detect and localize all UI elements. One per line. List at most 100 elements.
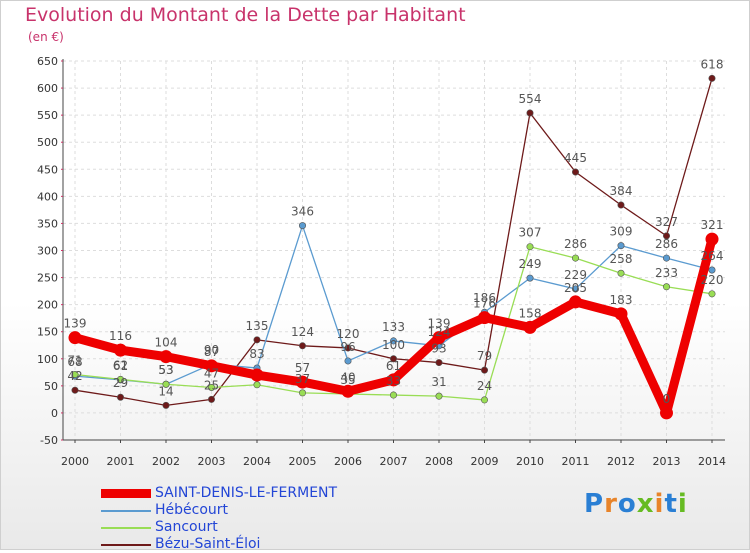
line-chart: -500501001502002503003504004505005506006… — [37, 55, 726, 468]
x-tick-label: 2013 — [653, 455, 681, 468]
data-label: 62 — [113, 358, 128, 372]
data-label: 445 — [564, 151, 587, 165]
data-label: 135 — [246, 319, 269, 333]
data-label: 249 — [519, 257, 542, 271]
data-label: 124 — [291, 325, 314, 339]
data-point — [526, 274, 534, 282]
y-tick-label: 350 — [37, 217, 58, 230]
data-label: 42 — [67, 369, 82, 383]
data-point — [432, 331, 446, 345]
legend-label: SAINT-DENIS-LE-FERMENT — [155, 485, 338, 501]
y-tick-label: -50 — [40, 434, 58, 447]
data-point — [523, 320, 537, 334]
data-label: 133 — [382, 320, 405, 334]
data-point — [298, 342, 306, 350]
data-point — [571, 254, 579, 262]
data-label: 286 — [655, 237, 678, 251]
data-point — [389, 391, 397, 399]
data-point — [435, 359, 443, 367]
legend-label: Bézu-Saint-Éloi — [155, 536, 261, 552]
data-label: 68 — [67, 355, 82, 369]
y-tick-label: 500 — [37, 136, 58, 149]
logo-letter: i — [654, 489, 665, 519]
y-tick-label: 450 — [37, 163, 58, 176]
data-point — [478, 311, 491, 325]
x-tick-label: 2010 — [516, 455, 544, 468]
data-label: 264 — [701, 249, 724, 263]
data-point — [344, 344, 352, 352]
x-tick-label: 2011 — [562, 455, 590, 468]
data-point — [389, 355, 397, 363]
data-point — [435, 392, 443, 400]
data-label: 104 — [155, 336, 178, 350]
data-point — [253, 381, 261, 389]
data-point — [708, 266, 716, 274]
logo-letter: x — [636, 489, 655, 519]
data-label: 183 — [610, 293, 633, 307]
data-point — [526, 243, 534, 251]
data-label: 139 — [428, 317, 451, 331]
data-label: 100 — [382, 338, 405, 352]
data-label: 25 — [204, 378, 219, 392]
y-tick-label: 200 — [37, 299, 58, 312]
data-point — [71, 386, 79, 394]
data-point — [208, 395, 216, 403]
data-point — [250, 368, 264, 382]
chart-title: Evolution du Montant de la Dette par Hab… — [25, 4, 466, 26]
data-point — [205, 359, 218, 373]
data-point — [660, 406, 673, 420]
data-label: 96 — [340, 340, 355, 354]
x-tick-label: 2012 — [607, 455, 635, 468]
data-point — [159, 350, 173, 364]
data-label: 158 — [519, 306, 542, 320]
x-tick-label: 2001 — [107, 455, 135, 468]
x-tick-label: 2007 — [380, 455, 408, 468]
data-label: 139 — [64, 317, 87, 331]
data-point — [341, 384, 355, 398]
data-label: 53 — [158, 363, 173, 377]
logo-letter: r — [604, 489, 618, 519]
data-point — [480, 396, 488, 404]
data-label: 71 — [67, 353, 82, 367]
logo-letter: i — [677, 489, 688, 519]
data-point — [480, 366, 488, 374]
data-point — [71, 370, 79, 378]
data-point — [614, 307, 628, 321]
data-label: 120 — [337, 327, 360, 341]
x-tick-label: 2002 — [152, 455, 180, 468]
x-tick-label: 2006 — [334, 455, 362, 468]
legend-swatch — [101, 488, 151, 498]
data-point — [387, 373, 400, 387]
data-label: 47 — [204, 366, 219, 380]
data-point — [571, 285, 579, 293]
data-point — [617, 242, 625, 250]
data-point — [662, 283, 670, 291]
legend-swatch — [101, 526, 151, 529]
y-tick-label: 650 — [37, 55, 58, 68]
data-label: 61 — [113, 359, 128, 373]
x-tick-label: 2008 — [425, 455, 453, 468]
data-point — [708, 290, 716, 298]
data-label: 87 — [204, 345, 219, 359]
y-tick-label: 550 — [37, 109, 58, 122]
y-tick-label: 100 — [37, 353, 58, 366]
data-label: 233 — [655, 266, 678, 280]
legend-label: Hébécourt — [155, 502, 229, 518]
data-label: 35 — [340, 373, 355, 387]
y-tick-label: 0 — [51, 407, 58, 420]
data-point — [208, 383, 216, 391]
data-point — [162, 401, 170, 409]
data-point — [298, 222, 306, 230]
data-point — [117, 375, 125, 383]
data-point — [114, 343, 127, 357]
data-label: 83 — [249, 347, 264, 361]
data-label: 229 — [564, 268, 587, 282]
data-label: 186 — [473, 291, 496, 305]
data-label: 57 — [295, 361, 310, 375]
legend-label: Sancourt — [155, 519, 218, 535]
x-tick-label: 2004 — [243, 455, 271, 468]
data-label: 618 — [701, 57, 724, 71]
data-point — [344, 357, 352, 365]
data-label: 31 — [431, 375, 446, 389]
